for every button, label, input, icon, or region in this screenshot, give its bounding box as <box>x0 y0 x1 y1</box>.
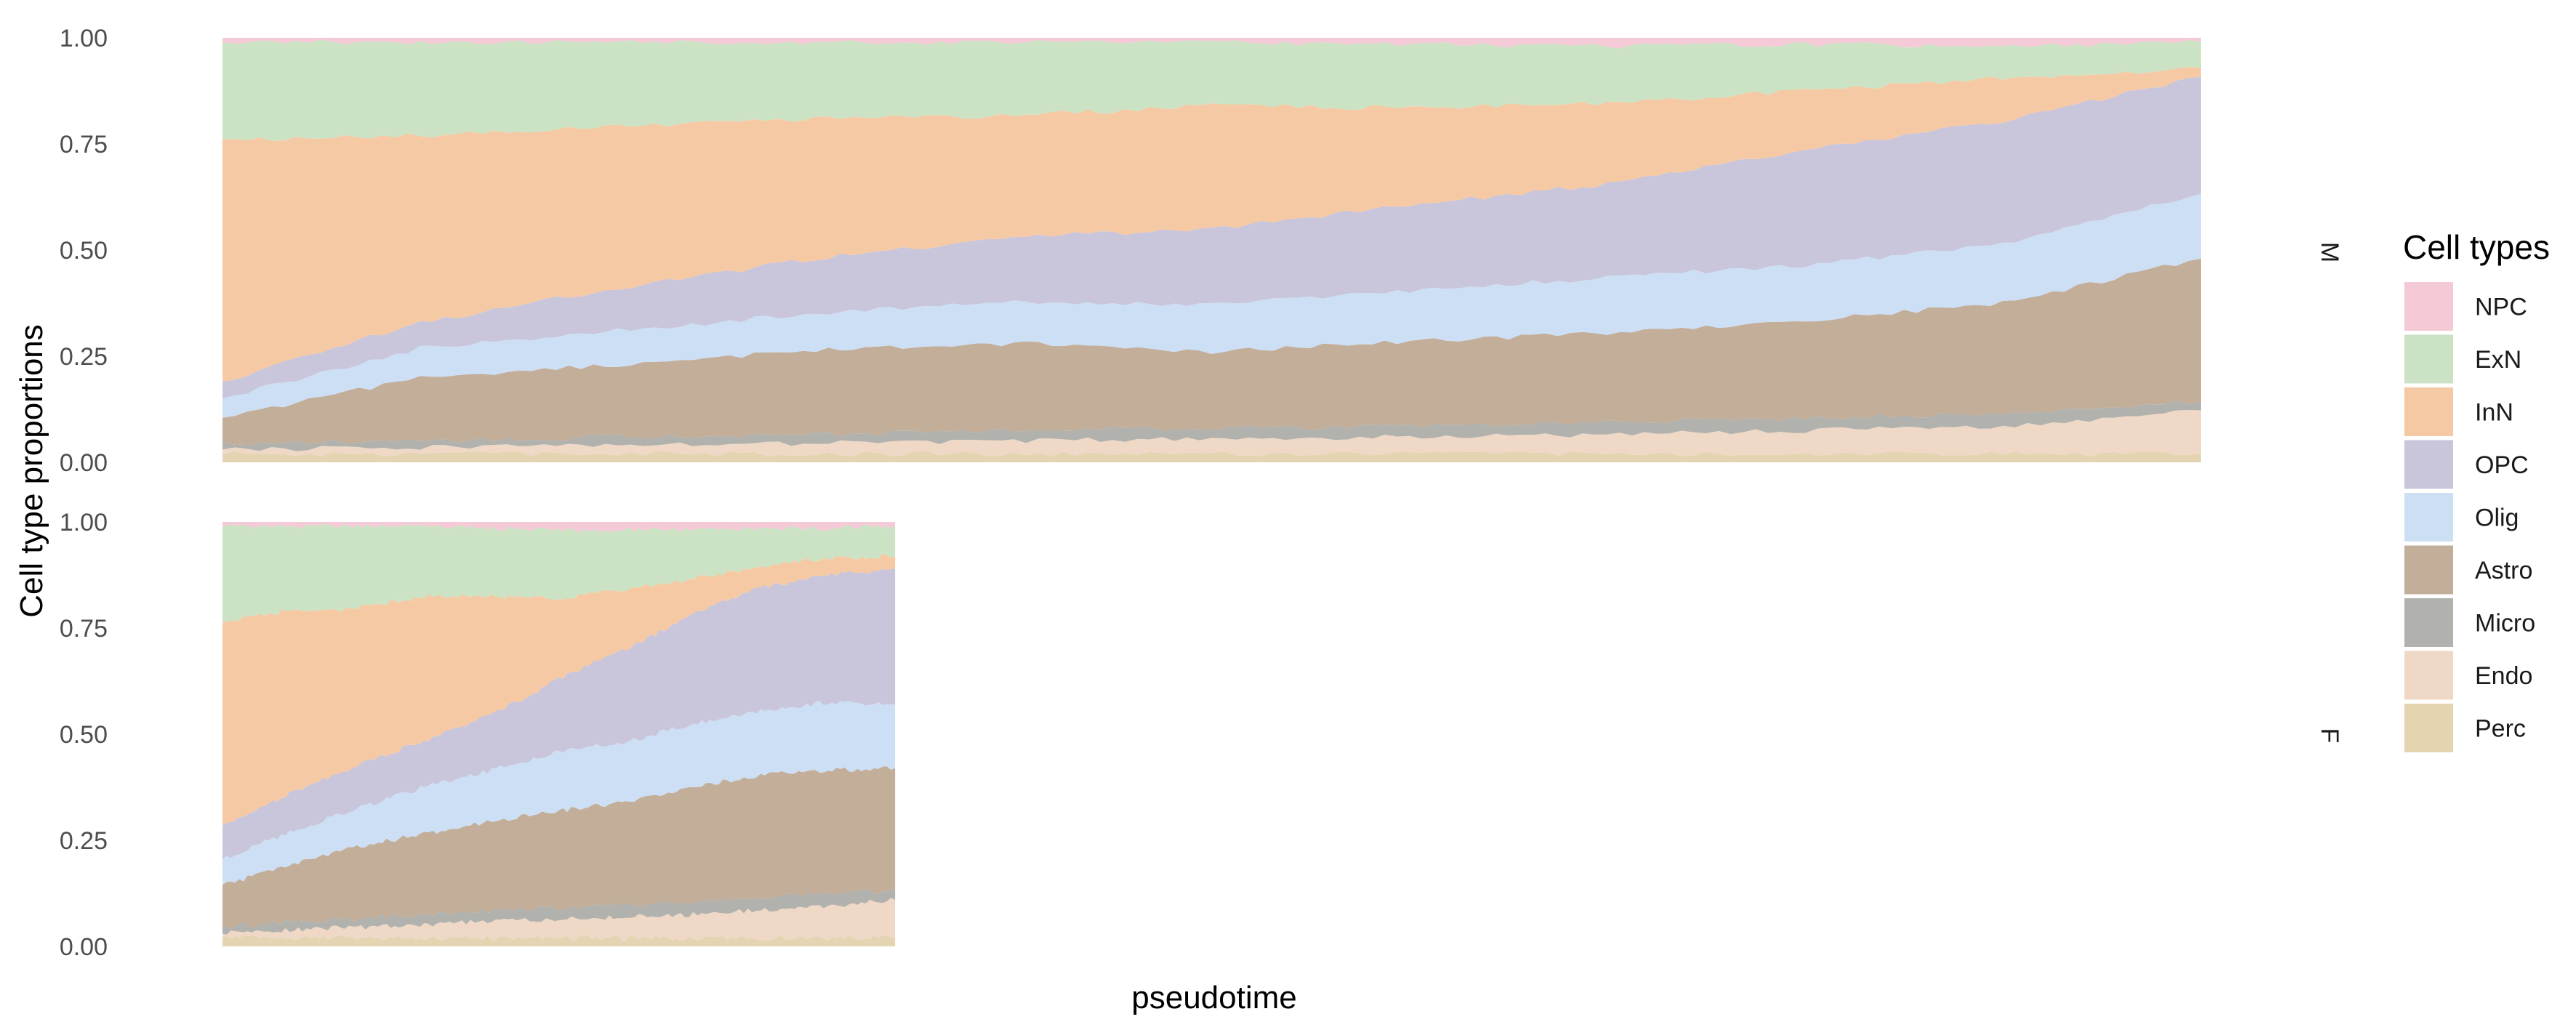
legend-label-olig: Olig <box>2475 504 2519 532</box>
legend-label-inn: InN <box>2475 399 2513 427</box>
y-tick-label: 0.50 <box>60 721 108 749</box>
legend-swatch-opc <box>2404 440 2453 489</box>
area-npc-m <box>222 38 2201 49</box>
area-micro-m <box>222 401 2201 451</box>
y-tick-label: 0.75 <box>60 615 108 643</box>
y-axis-title: Cell type proportions <box>14 324 49 618</box>
legend-swatch-inn <box>2404 387 2453 436</box>
y-tick-label: 0.50 <box>60 237 108 265</box>
area-olig-m <box>222 193 2201 418</box>
area-astro-f <box>222 766 896 929</box>
area-micro-f <box>222 889 896 935</box>
area-inn-m <box>222 66 2201 382</box>
legend-swatch-perc <box>2404 704 2453 752</box>
area-olig-f <box>222 701 896 885</box>
legend-label-perc: Perc <box>2475 715 2526 743</box>
facet-strip-m: M <box>2316 242 2343 262</box>
legend-swatch-endo <box>2404 651 2453 700</box>
area-exn-m <box>222 39 2201 141</box>
legend-label-npc: NPC <box>2475 294 2527 321</box>
legend: Cell types NPC ExN InN OPC Olig Astro Micro End… <box>2403 228 2550 752</box>
legend-label-exn: ExN <box>2475 346 2521 374</box>
legend-swatch-olig <box>2404 493 2453 542</box>
area-opc-m <box>222 76 2201 399</box>
legend-label-endo: Endo <box>2475 662 2532 690</box>
area-perc-m <box>222 451 2201 462</box>
area-astro-m <box>222 258 2201 446</box>
legend-swatch-npc <box>2404 282 2453 331</box>
legend-label-opc: OPC <box>2475 451 2529 479</box>
legend-swatch-micro <box>2404 598 2453 647</box>
legend-label-micro: Micro <box>2475 610 2535 637</box>
legend-swatch-astro <box>2404 545 2453 595</box>
y-tick-label: 0.75 <box>60 131 108 158</box>
y-tick-label: 0.00 <box>60 933 108 961</box>
y-tick-label: 0.25 <box>60 827 108 855</box>
area-inn-f <box>222 553 896 826</box>
area-exn-f <box>222 523 896 622</box>
y-tick-label: 1.00 <box>60 509 108 536</box>
facet-panel-f: 0.00 0.25 0.50 0.75 1.00 <box>60 509 896 961</box>
y-tick-label: 0.00 <box>60 449 108 477</box>
area-endo-f <box>222 898 896 941</box>
area-opc-f <box>222 568 896 860</box>
y-tick-label: 0.25 <box>60 343 108 371</box>
area-endo-m <box>222 410 2201 456</box>
legend-swatch-exn <box>2404 334 2453 384</box>
legend-label-astro: Astro <box>2475 557 2532 584</box>
facet-panel-m: 0.00 0.25 0.50 0.75 1.00 <box>60 25 2201 477</box>
y-tick-label: 1.00 <box>60 25 108 52</box>
facet-strip-f: F <box>2316 728 2343 744</box>
area-npc-f <box>222 522 896 533</box>
area-perc-f <box>222 935 896 946</box>
legend-title: Cell types <box>2403 228 2550 266</box>
x-axis-title: pseudotime <box>1131 980 1296 1015</box>
